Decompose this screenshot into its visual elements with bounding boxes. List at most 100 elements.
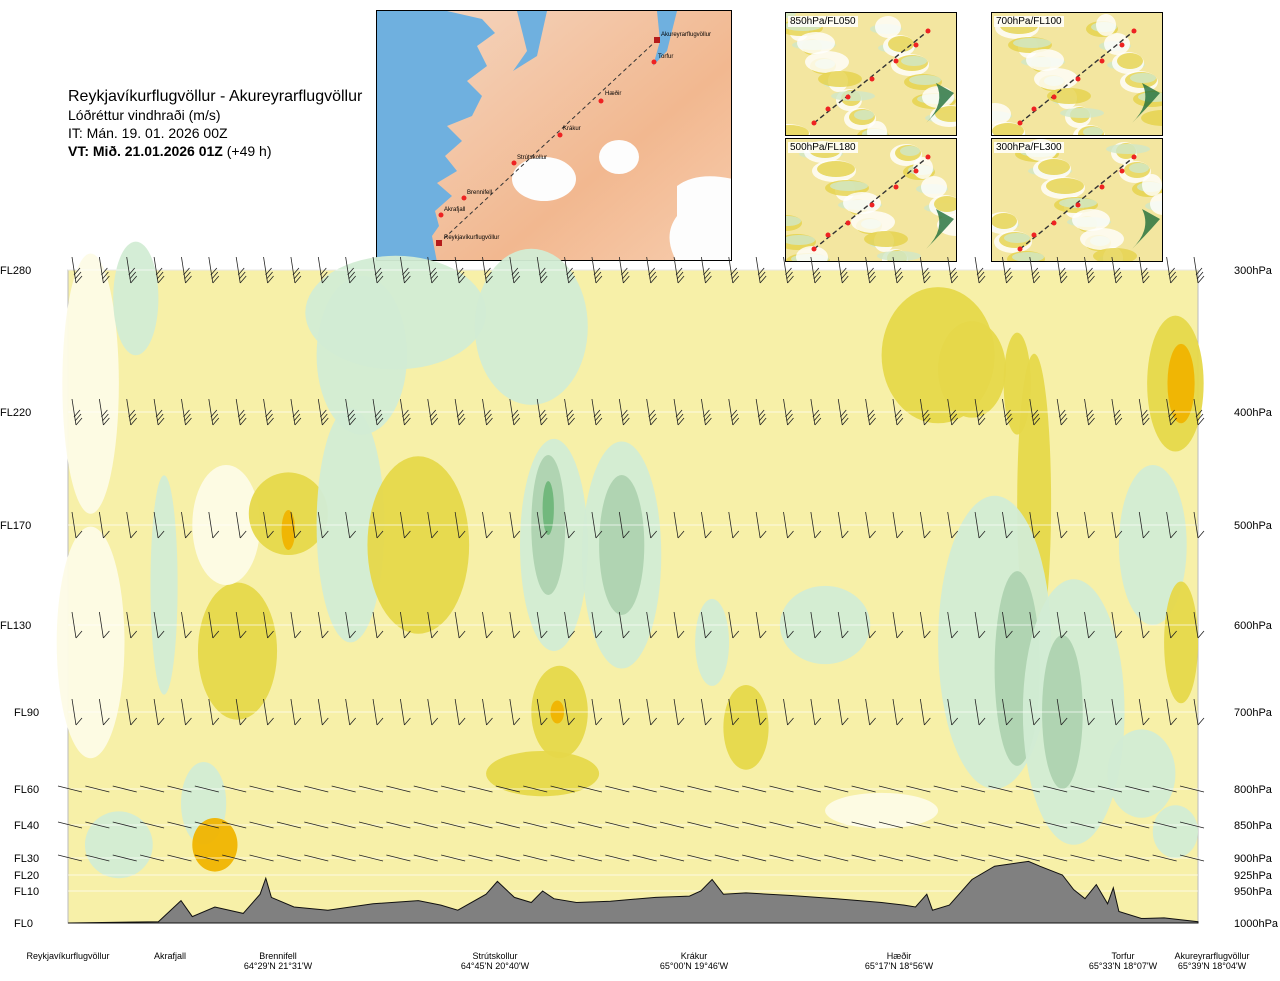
wind-barb-staff xyxy=(550,785,575,793)
wind-barb-staff xyxy=(523,785,548,793)
wind-barb-staff xyxy=(1070,785,1095,793)
wind-barb-staff xyxy=(1043,821,1068,829)
mini-route-waypoint xyxy=(811,246,817,252)
wind-barb-feather xyxy=(595,717,603,726)
wind-barb-feather xyxy=(593,267,601,276)
wind-barb-feather xyxy=(404,275,411,284)
wind-barb-staff xyxy=(153,398,159,426)
wind-barb-feather xyxy=(1140,267,1148,276)
wind-barb-feather xyxy=(896,630,904,639)
wind-barb-feather xyxy=(157,530,165,539)
wind-barb-feather xyxy=(101,409,108,418)
wind-barb xyxy=(796,785,821,793)
wind-barb-feather xyxy=(1060,630,1068,639)
mini-field-strong xyxy=(1132,83,1160,123)
wind-barb xyxy=(728,698,740,726)
wind-barb xyxy=(386,821,411,829)
wind-barb-staff xyxy=(208,698,214,726)
wind-barb-feather xyxy=(129,271,137,280)
wind-barb xyxy=(646,611,657,639)
wind-barb-staff xyxy=(988,821,1013,829)
wind-barb-staff xyxy=(208,611,214,639)
wind-barb-feather xyxy=(157,717,165,726)
wind-barb-feather xyxy=(540,717,548,726)
wind-region-21 xyxy=(582,441,662,669)
wind-barb-staff xyxy=(1056,611,1062,639)
mini-route-waypoint xyxy=(893,184,899,190)
wind-barb xyxy=(235,611,247,639)
wind-barb xyxy=(399,698,411,726)
wind-region-27 xyxy=(938,321,1006,418)
mini-field-patch xyxy=(1004,233,1030,243)
wind-barb-feather xyxy=(294,530,302,539)
wind-barb-staff xyxy=(454,611,460,639)
wind-barb-staff xyxy=(441,821,466,829)
wind-barb xyxy=(386,785,411,793)
wind-barb-staff xyxy=(1002,398,1007,426)
wind-barb-feather xyxy=(75,630,83,639)
map-label-krakur: Krákur xyxy=(563,126,581,132)
wind-barb xyxy=(783,511,794,539)
wind-barb xyxy=(523,785,548,793)
wind-barb xyxy=(345,511,356,539)
wind-barb-feather xyxy=(486,530,493,539)
waypoint-torfur xyxy=(651,59,657,65)
wind-barb xyxy=(1111,398,1123,426)
wind-barb-staff xyxy=(1097,854,1122,862)
wind-barb-staff xyxy=(1138,611,1144,639)
wind-barb xyxy=(358,785,384,793)
wind-barb-staff xyxy=(1125,821,1150,829)
mini-field-patch xyxy=(992,123,1024,135)
wind-barb-feather xyxy=(1006,275,1013,284)
wind-barb-feather xyxy=(896,530,904,539)
wind-barb-staff xyxy=(468,854,493,862)
wind-barb xyxy=(1166,698,1177,726)
wind-barb xyxy=(1015,821,1040,829)
wind-barb-feather xyxy=(1196,413,1204,422)
wind-barb-staff xyxy=(454,511,460,539)
wind-barb-feather xyxy=(484,409,491,418)
wind-barb-feather xyxy=(513,275,521,284)
wind-barb-feather xyxy=(839,409,847,418)
wind-barb-feather xyxy=(704,271,711,280)
wind-barb-feather xyxy=(184,271,191,280)
wind-barb-feather xyxy=(375,271,383,280)
wind-barb xyxy=(126,398,138,426)
wind-barb-feather xyxy=(703,267,710,276)
wind-barb xyxy=(673,698,685,726)
mini-field-patch xyxy=(797,32,835,54)
wind-barb-staff xyxy=(71,398,77,426)
wind-barb-feather xyxy=(538,409,546,418)
wind-barb-feather xyxy=(895,271,903,280)
wind-barb xyxy=(482,611,493,639)
wind-barb-feather xyxy=(319,409,327,418)
mini-map-300: 300hPa/FL300 xyxy=(991,138,1163,262)
wind-barb xyxy=(1084,511,1095,539)
wind-barb-feather xyxy=(1115,717,1123,726)
wind-barb-feather xyxy=(539,413,547,422)
wind-barb-feather xyxy=(130,630,138,639)
wind-barb xyxy=(728,611,740,639)
wind-barb-feather xyxy=(485,413,492,422)
wind-barb-feather xyxy=(621,267,628,276)
wind-barb-staff xyxy=(208,256,214,284)
wind-barb-feather xyxy=(759,530,767,539)
wind-region-15 xyxy=(520,438,588,652)
wind-barb xyxy=(1097,821,1122,829)
wind-barb-staff xyxy=(1084,611,1089,639)
wind-barb-staff xyxy=(865,611,871,639)
wind-barb-feather xyxy=(429,409,437,418)
wind-barb-feather xyxy=(1004,409,1011,418)
wind-barb xyxy=(618,698,630,726)
wind-barb-staff xyxy=(988,785,1013,793)
wind-barb-feather xyxy=(1060,717,1068,726)
wind-barb xyxy=(386,854,411,862)
plot-area xyxy=(67,269,1199,924)
wind-barb xyxy=(837,398,849,426)
wind-barb-feather xyxy=(676,271,684,280)
wind-barb xyxy=(1125,785,1150,793)
wind-barb xyxy=(181,511,192,539)
wind-barb xyxy=(1084,698,1095,726)
wind-barb-feather xyxy=(458,630,466,639)
pressure-level-label: 300hPa xyxy=(1234,265,1273,277)
